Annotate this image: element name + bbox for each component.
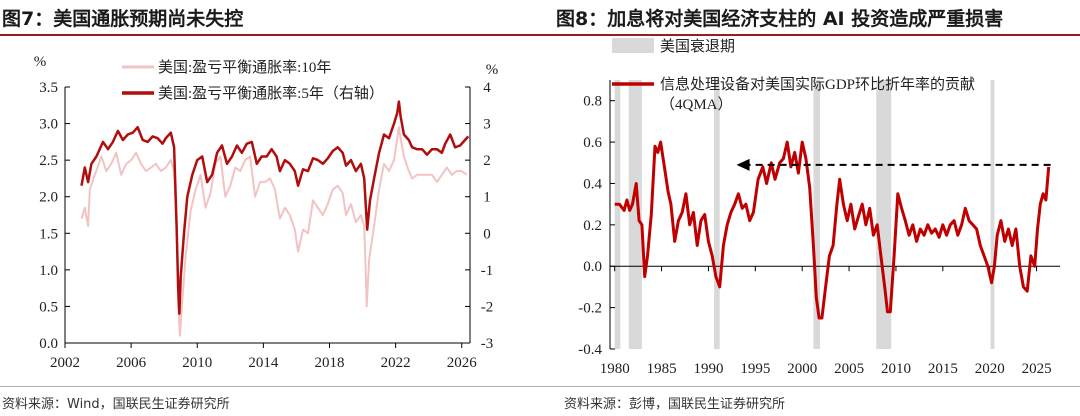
right-y-tick-label: 4 xyxy=(483,80,491,96)
right-chart-y-tick-label: 0.4 xyxy=(583,176,602,192)
right-chart-x-tick-label: 2010 xyxy=(881,361,911,377)
left-x-tick-label: 2018 xyxy=(314,355,344,371)
right-y-tick-label: 1 xyxy=(483,190,491,206)
right-y-unit-label: % xyxy=(486,62,499,78)
right-y-tick-label: 2 xyxy=(483,153,491,169)
legend-label-10y: 美国:盈亏平衡通胀率:10年 xyxy=(158,59,331,76)
right-chart-x-tick-label: 2005 xyxy=(834,361,864,377)
right-chart-x-tick-label: 2000 xyxy=(787,361,817,377)
left-x-tick-label: 2022 xyxy=(381,355,411,371)
left-title-rule xyxy=(0,34,540,36)
legend-label-series: 信息处理设备对美国实际GDP环比折年率的贡献 xyxy=(660,76,975,93)
series-line-5y xyxy=(80,100,470,315)
right-chart-x-tick-label: 2025 xyxy=(1022,361,1052,377)
legend-label-recession: 美国衰退期 xyxy=(660,38,735,55)
right-chart-y-tick-label: 0.0 xyxy=(583,259,602,275)
right-chart-y-tick-label: -0.2 xyxy=(578,301,602,317)
right-y-tick-label: 3 xyxy=(483,117,491,133)
series-line-10y xyxy=(80,126,468,337)
recession-band xyxy=(990,80,995,349)
left-x-tick-label: 2014 xyxy=(248,355,279,371)
left-source-rule xyxy=(0,386,540,387)
right-chart-x-tick-label: 1995 xyxy=(740,361,770,377)
series-line-info-equipment xyxy=(614,140,1051,320)
left-chart-source: 资料来源：Wind，国联民生证券研究所 xyxy=(2,397,230,412)
recession-band xyxy=(876,80,892,349)
right-chart-svg: -0.4 -0.2 0.0 0.2 0.4 0.6 0.8 1980 1985 1990 1995 2… xyxy=(578,38,1060,377)
left-x-tick-label: 2026 xyxy=(447,355,478,371)
right-chart-x-tick-label: 2015 xyxy=(928,361,958,377)
left-y-tick-label: 2.0 xyxy=(39,190,58,206)
left-chart-panel: 图7：美国通胀预期尚未失控 0.0 0.5 1.0 1.5 2.0 2.5 3.0 3.5 -3… xyxy=(0,8,540,412)
right-chart-y-tick-label: 0.2 xyxy=(583,218,602,234)
annotation-arrow-head xyxy=(736,158,750,171)
right-chart-title: 图8：加息将对美国经济支柱的 AI 投资造成严重损害 xyxy=(556,8,1004,30)
right-chart-x-tick-label: 2020 xyxy=(975,361,1005,377)
left-x-tick-label: 2010 xyxy=(182,355,212,371)
right-chart-y-tick-label: 0.6 xyxy=(583,135,602,151)
right-source-rule xyxy=(540,386,1080,387)
right-y-tick-label: -1 xyxy=(481,263,494,279)
right-chart-source: 资料来源：彭博，国联民生证券研究所 xyxy=(564,397,786,412)
left-chart-title: 图7：美国通胀预期尚未失控 xyxy=(2,8,244,30)
right-chart-x-tick-label: 1985 xyxy=(647,361,677,377)
right-chart-x-tick-label: 1990 xyxy=(693,361,723,377)
left-y-tick-label: 3.0 xyxy=(39,117,58,133)
right-y-tick-label: 0 xyxy=(483,226,491,242)
left-y-tick-label: 2.5 xyxy=(39,153,58,169)
right-chart-y-tick-label: 0.8 xyxy=(583,94,602,110)
legend-label-5y: 美国:盈亏平衡通胀率:5年（右轴） xyxy=(158,85,384,102)
right-chart-x-tick-label: 1980 xyxy=(600,361,630,377)
left-y-tick-label: 3.5 xyxy=(39,80,58,96)
legend-label-series-suffix: （4QMA） xyxy=(660,96,733,113)
recession-band xyxy=(628,80,642,349)
left-y-tick-label: 1.5 xyxy=(39,226,58,242)
right-chart-y-tick-label: -0.4 xyxy=(578,342,602,358)
recession-band xyxy=(614,80,621,349)
right-y-tick-label: -3 xyxy=(481,336,494,352)
left-y-tick-label: 1.0 xyxy=(39,263,58,279)
left-x-tick-label: 2002 xyxy=(50,355,80,371)
recession-band xyxy=(714,80,720,349)
legend-swatch-recession xyxy=(612,38,654,53)
right-title-rule xyxy=(540,34,1080,36)
right-y-tick-label: -2 xyxy=(481,299,494,315)
left-x-tick-label: 2006 xyxy=(116,355,147,371)
right-chart-panel: 图8：加息将对美国经济支柱的 AI 投资造成严重损害 -0.4 -0.2 0.0 0.… xyxy=(540,0,1080,416)
left-y-tick-label: 0.5 xyxy=(39,299,58,315)
recession-band xyxy=(813,80,820,349)
left-y-tick-label: 0.0 xyxy=(39,336,58,352)
left-y-unit-label: % xyxy=(34,54,47,70)
left-chart-svg: 0.0 0.5 1.0 1.5 2.0 2.5 3.0 3.5 -3 -2 -1 0 1 2 3 4 2002 2… xyxy=(34,54,499,371)
